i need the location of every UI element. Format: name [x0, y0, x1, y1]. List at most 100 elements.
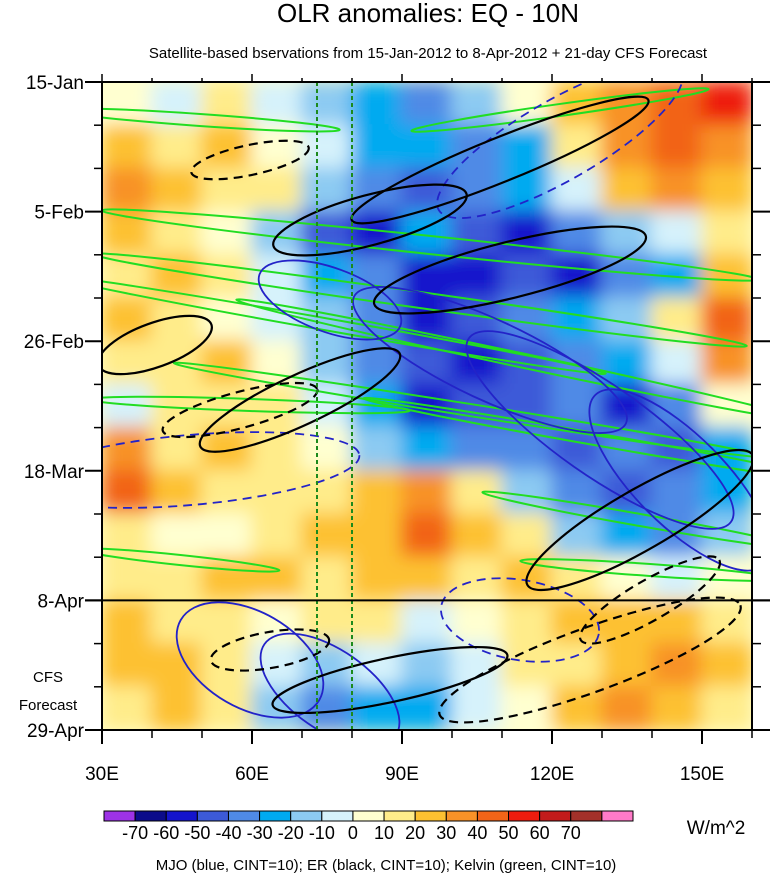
x-tick-label: 60E — [235, 764, 269, 785]
heatmap-cell — [551, 124, 603, 170]
y-tick-label: 29-Apr — [27, 721, 85, 742]
heatmap-cell — [351, 469, 403, 515]
heatmap-cell — [501, 599, 553, 645]
x-axis: 30E 60E 90E 120E 150E — [85, 74, 753, 785]
heatmap-cell — [351, 124, 403, 170]
colorbar-level-label: 20 — [405, 823, 425, 843]
chart-subtitle: Satellite-based bservations from 15-Jan-… — [149, 45, 708, 62]
heatmap-cell — [201, 383, 253, 429]
er-contour — [372, 225, 648, 315]
heatmap-cell — [701, 297, 752, 343]
kelvin-contour — [172, 361, 752, 459]
y-axis: 15-Jan 5-Feb 26-Feb 18-Mar 8-Apr 29-Apr — [24, 73, 770, 742]
heatmap-cell — [551, 210, 603, 256]
colorbar-level-label: 0 — [348, 823, 358, 843]
plot-frame — [101, 81, 753, 731]
heatmap-cell — [701, 340, 752, 386]
heatmap-cell — [102, 599, 153, 645]
y-tick-label: 26-Feb — [24, 332, 84, 353]
y-tick-label: 15-Jan — [26, 73, 84, 94]
er-contour — [198, 347, 402, 453]
heatmap-cell — [201, 685, 253, 730]
heatmap-cell — [401, 556, 453, 602]
heatmap-cell — [401, 297, 453, 343]
heatmap-cell — [501, 513, 553, 559]
heatmap-cell — [651, 124, 703, 170]
kelvin-contour — [102, 547, 281, 573]
y-tick-label: 18-Mar — [24, 462, 85, 483]
heatmap-cell — [201, 124, 253, 170]
colorbar-level-label: 40 — [467, 823, 487, 843]
heatmap-cell — [651, 210, 703, 256]
heatmap-cell — [601, 167, 653, 213]
kelvin-contour — [410, 87, 710, 133]
heatmap-cell — [401, 82, 453, 127]
heatmap-cell — [701, 124, 752, 170]
colorbar-level-label: 30 — [436, 823, 456, 843]
heatmap-cell — [451, 167, 503, 213]
heatmap-cell — [651, 469, 703, 515]
kelvin-contour — [102, 208, 752, 282]
heatmap-cell — [551, 685, 603, 730]
kelvin-contour — [102, 107, 341, 133]
legend-text: MJO (blue, CINT=10); ER (black, CINT=10)… — [156, 857, 617, 874]
heatmap-cell — [401, 513, 453, 559]
heatmap-cell — [251, 210, 303, 256]
heatmap-cell — [102, 340, 153, 386]
heatmap-cell — [251, 513, 303, 559]
wave-filter-contours — [102, 82, 752, 730]
heatmap-cell — [251, 383, 303, 429]
heatmap-cell — [251, 599, 303, 645]
heatmap-cell — [651, 297, 703, 343]
heatmap-cell — [651, 340, 703, 386]
heatmap-cell — [701, 167, 752, 213]
heatmap-cell — [701, 685, 752, 730]
heatmap-cell — [251, 167, 303, 213]
colorbar-swatch — [196, 810, 229, 822]
heatmap-cell — [401, 599, 453, 645]
heatmap-cell — [501, 642, 553, 688]
kelvin-contour — [235, 298, 752, 422]
heatmap-cell — [301, 513, 353, 559]
heatmap-cell — [301, 556, 353, 602]
colorbar-swatch — [352, 810, 385, 822]
heatmap-cell — [501, 340, 553, 386]
forecast-label-line-2: Forecast — [19, 697, 78, 714]
forecast-label-line-1: CFS — [33, 669, 63, 686]
heatmap-cell — [351, 556, 403, 602]
colorbar-swatch — [134, 810, 167, 822]
heatmap-cell — [401, 167, 453, 213]
er-contour — [525, 448, 752, 592]
heatmap-cell — [701, 82, 752, 127]
colorbar-swatch — [570, 810, 603, 822]
heatmap-cell — [102, 685, 153, 730]
colorbar-swatch — [290, 810, 323, 822]
heatmap-cell — [451, 685, 503, 730]
kelvin-contour — [519, 558, 752, 582]
heatmap-cell — [251, 340, 303, 386]
heatmap-cell — [351, 167, 403, 213]
colorbar-swatch — [259, 810, 292, 822]
heatmap-cell — [301, 469, 353, 515]
colorbar-level-label: 70 — [561, 823, 581, 843]
mjo-contour — [175, 601, 325, 719]
heatmap-cell — [651, 642, 703, 688]
heatmap-cell — [651, 685, 703, 730]
mjo-contour — [102, 431, 361, 509]
heatmap-cell — [501, 124, 553, 170]
heatmap-cell — [701, 210, 752, 256]
heatmap-cell — [151, 513, 203, 559]
heatmap-cell — [601, 124, 653, 170]
heatmap-cell — [551, 556, 603, 602]
colorbar-swatch — [539, 810, 572, 822]
heatmap-cell — [351, 513, 403, 559]
heatmap-cell — [151, 124, 203, 170]
heatmap-cell — [601, 685, 653, 730]
heatmap-cell — [251, 426, 303, 472]
heatmap-cell — [601, 599, 653, 645]
heatmap-cell — [651, 167, 703, 213]
heatmap-cell — [102, 167, 153, 213]
er-contour — [272, 183, 468, 257]
heatmap-cell — [301, 167, 353, 213]
heatmap-cell — [351, 340, 403, 386]
